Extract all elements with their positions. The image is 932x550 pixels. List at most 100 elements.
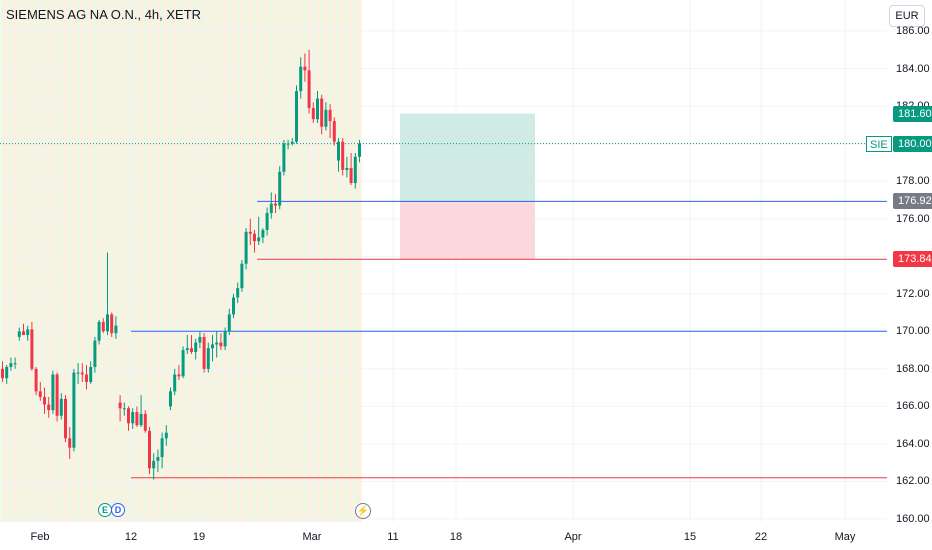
session-shade [168,0,173,522]
candle-body [68,438,72,448]
stop-zone [400,201,535,260]
earnings-event-icon[interactable]: E [98,503,112,517]
session-shade [71,0,76,522]
session-shade [248,0,253,522]
candle-body [38,391,42,397]
session-shade [357,0,362,522]
candle-body [282,143,286,172]
candle-body [278,171,282,206]
candle-body [299,66,303,92]
candle-body [206,348,210,369]
time-tick-label: 15 [683,531,697,543]
stop-price-tag: 173.84 [893,251,932,268]
session-shade [160,0,165,522]
time-tick-label: 19 [192,531,206,543]
candle-body [286,143,290,145]
time-tick-label: 12 [124,531,138,543]
chart-title: SIEMENS AG NA O.N., 4h, XETR [6,7,202,22]
candle-body [345,168,349,170]
candle-body [253,233,256,242]
candle-body [139,413,143,426]
price-tick-label: 170.00 [896,325,930,338]
session-shade [126,0,131,522]
session-shade [155,0,160,522]
candle-body [240,263,244,289]
candle-body [9,363,13,367]
candle-body [303,66,307,71]
session-shade [118,0,123,522]
candle-body [244,231,248,264]
target-zone [400,113,535,202]
session-shade [176,0,181,522]
price-tick-label: 176.00 [896,212,930,225]
candle-body [211,344,214,349]
session-shade [332,0,337,522]
candle-body [122,408,126,410]
price-tick-label: 178.00 [896,175,930,188]
session-shade [197,0,202,522]
candle-body [332,121,336,142]
session-shade [80,0,85,522]
candle-body [307,70,311,108]
session-shade [206,0,211,522]
candle-body [89,366,93,382]
candle-body [349,168,353,184]
session-shade [147,0,152,522]
price-tick-label: 186.00 [896,25,930,37]
candle-body [101,321,105,332]
session-shade [4,0,9,522]
candle-body [316,98,319,120]
candle-body [148,430,151,469]
price-tick-label: 164.00 [896,437,930,450]
candle-body [85,374,88,382]
session-shade [286,0,291,522]
entry-price-tag: 176.92 [893,193,932,210]
candle-body [5,366,9,379]
candle-body [22,331,25,336]
split-event-icon[interactable]: ⚡ [355,503,371,519]
candle-body [80,372,84,375]
symbol-tag: SIE [866,135,892,152]
candle-body [64,398,67,439]
candle-body [274,203,277,206]
session-shade [265,0,270,522]
time-tick-label: 22 [754,531,768,543]
time-tick-label: 18 [449,531,463,543]
candle-body [265,213,269,230]
candle-body [227,314,231,332]
session-shade [307,0,312,522]
session-shade [17,0,22,522]
candle-body [320,98,324,127]
candle-body [177,374,181,377]
candle-body [30,329,34,369]
candle-body [13,363,17,365]
session-shade [84,0,89,522]
session-shade [63,0,68,522]
candle-body [97,321,101,341]
session-shade [218,0,223,522]
candle-body [106,314,109,332]
candle-body [173,374,177,392]
session-shade [281,0,286,522]
candle-body [59,398,63,416]
currency-button[interactable]: EUR [889,5,925,27]
session-shade [298,0,303,522]
candle-body [152,460,156,469]
candle-body [311,107,315,120]
candle-body [143,413,147,431]
dividend-event-icon[interactable]: D [111,503,125,517]
session-shade [294,0,299,522]
session-shade [193,0,198,522]
session-shade [311,0,316,522]
candle-body [358,143,361,157]
candle-body [324,109,328,127]
session-shade [134,0,139,522]
candle-body [110,314,114,334]
candle-body [353,156,357,184]
candle-body [51,374,55,411]
candle-body [341,141,345,170]
session-shade [273,0,278,522]
session-shade [143,0,148,522]
